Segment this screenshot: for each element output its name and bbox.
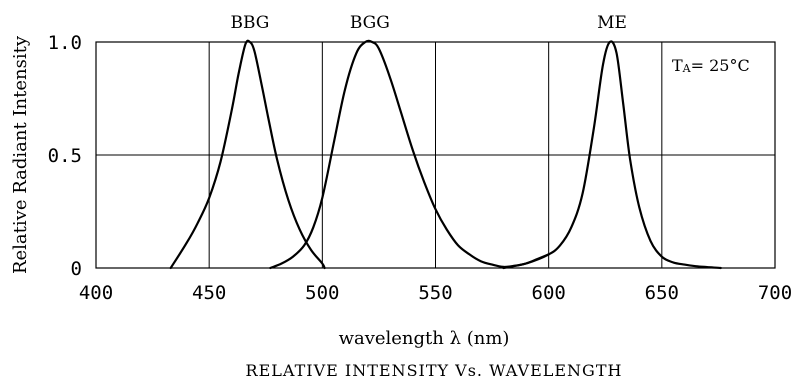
x-tick-label: 600 [532, 282, 566, 304]
series-line-me [502, 40, 722, 270]
y-tick-label: 0 [71, 258, 82, 280]
curves [169, 39, 722, 270]
series-labels: BBG BGG ME [230, 13, 626, 33]
series-label-bbg: BBG [230, 13, 269, 33]
x-tick-label: 700 [758, 282, 792, 304]
x-tick-label: 550 [418, 282, 452, 304]
x-tick-label: 500 [305, 282, 339, 304]
y-tick-label: 1.0 [48, 32, 82, 54]
x-tick-label: 450 [192, 282, 226, 304]
x-tick-label: 400 [79, 282, 113, 304]
x-tick-label: 650 [645, 282, 679, 304]
temperature-annotation: TA= 25°C [672, 56, 750, 75]
series-label-me: ME [597, 13, 627, 33]
y-tick-label: 0.5 [48, 145, 82, 167]
series-label-bgg: BGG [350, 13, 390, 33]
series-line-bbg [169, 39, 326, 270]
chart-title: RELATIVE INTENSITY Vs. WAVELENGTH [246, 361, 623, 380]
y-axis-label: Relative Radiant Intensity [10, 35, 31, 274]
y-tick-labels: 0 0.5 1.0 [48, 32, 82, 280]
series-line-bgg [269, 39, 550, 270]
x-axis-label: wavelength λ (nm) [339, 328, 510, 349]
x-tick-labels: 400 450 500 550 600 650 700 [79, 282, 792, 304]
gridlines [96, 42, 775, 268]
